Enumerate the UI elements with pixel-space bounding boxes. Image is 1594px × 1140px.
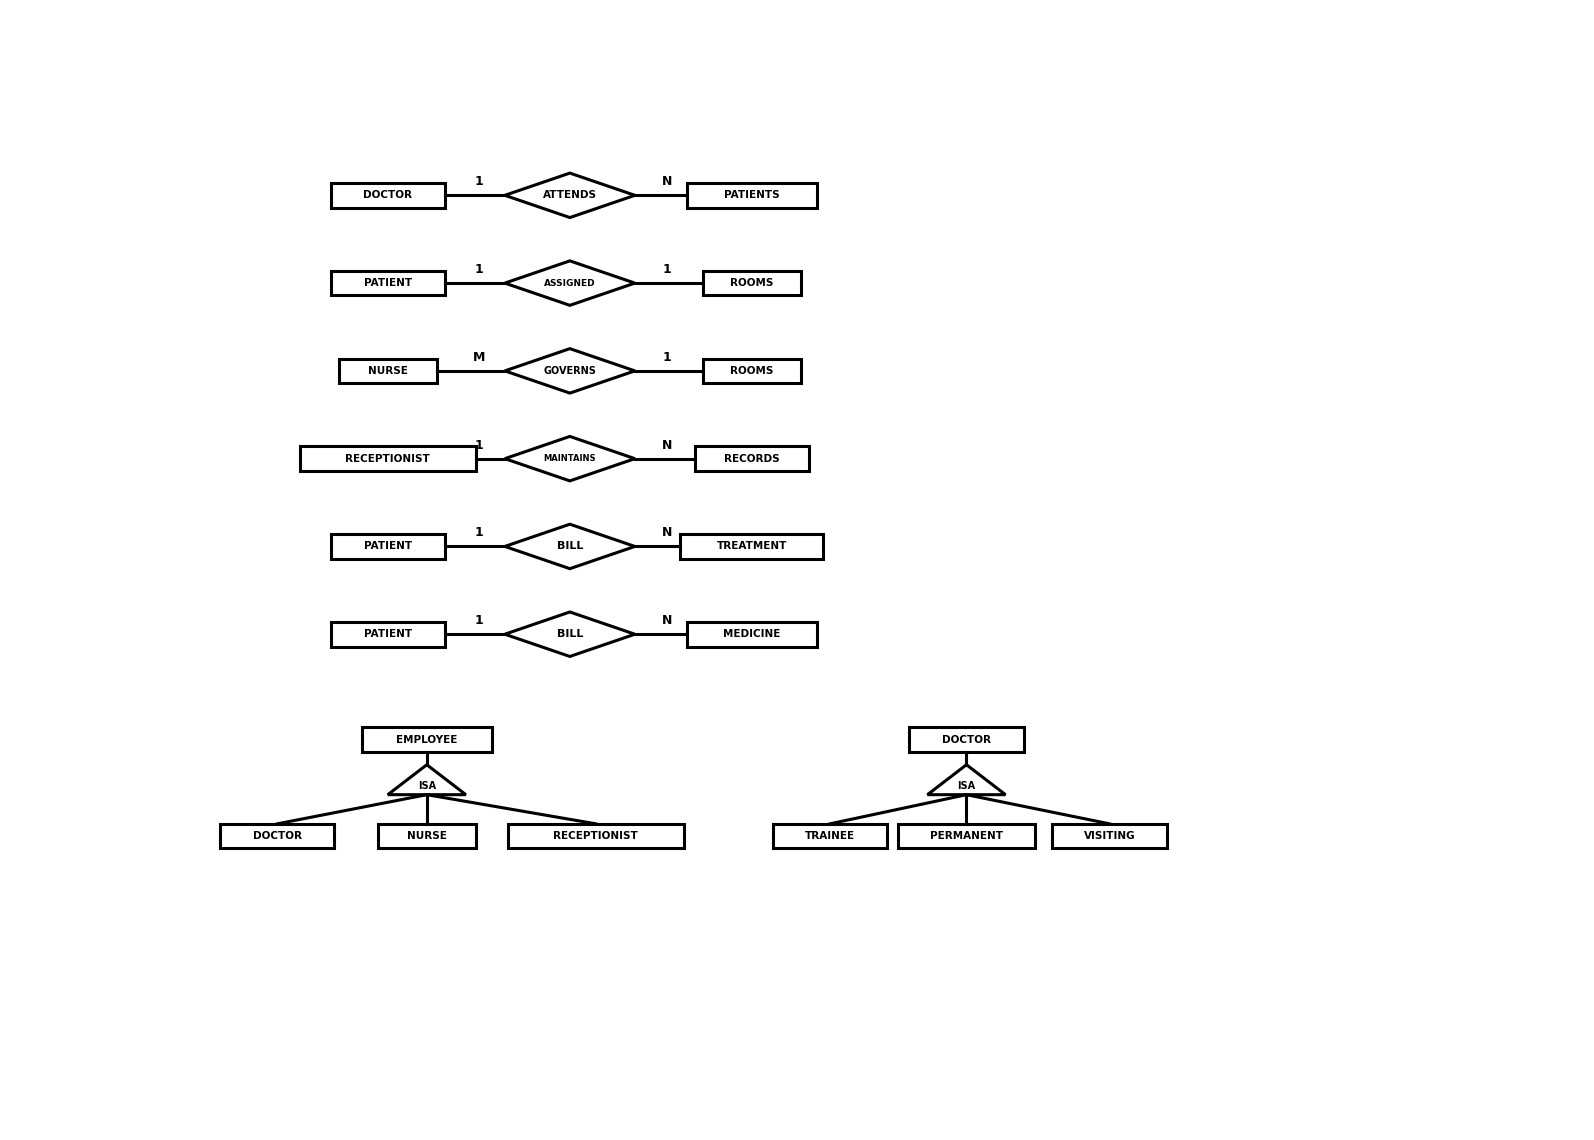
Text: NURSE: NURSE [406,831,446,841]
Text: NURSE: NURSE [368,366,408,376]
Text: GOVERNS: GOVERNS [544,366,596,376]
Text: 1: 1 [475,263,483,276]
Text: ASSIGNED: ASSIGNED [544,278,596,287]
Text: DOCTOR: DOCTOR [363,190,413,201]
Polygon shape [505,349,634,393]
Polygon shape [505,261,634,306]
Text: DOCTOR: DOCTOR [253,831,301,841]
Text: PATIENT: PATIENT [363,278,411,288]
Bar [508,824,684,848]
Bar [773,824,888,848]
Bar [695,447,810,471]
Bar [330,184,445,207]
Bar [681,535,824,559]
Text: TREATMENT: TREATMENT [717,542,787,552]
Text: N: N [662,439,673,451]
Text: ISA: ISA [418,781,435,791]
Text: PERMANENT: PERMANENT [929,831,1003,841]
Text: BILL: BILL [556,629,583,640]
Text: ROOMS: ROOMS [730,366,773,376]
Polygon shape [505,524,634,569]
Bar [378,824,475,848]
Bar [703,359,800,383]
Text: 1: 1 [475,176,483,188]
Text: TRAINEE: TRAINEE [805,831,854,841]
Polygon shape [928,765,1006,795]
Bar [1052,824,1167,848]
Text: PATIENT: PATIENT [363,629,411,640]
Bar [362,727,493,752]
Bar [330,622,445,646]
Text: VISITING: VISITING [1084,831,1135,841]
Text: RECORDS: RECORDS [724,454,779,464]
Text: 1: 1 [475,439,483,451]
Text: EMPLOYEE: EMPLOYEE [397,734,457,744]
Text: ROOMS: ROOMS [730,278,773,288]
Text: 1: 1 [475,527,483,539]
Bar [300,447,475,471]
Text: RECEPTIONIST: RECEPTIONIST [346,454,430,464]
Bar [897,824,1035,848]
Text: 1: 1 [475,614,483,627]
Text: 1: 1 [663,263,671,276]
Polygon shape [387,765,465,795]
Bar [330,535,445,559]
Bar [220,824,335,848]
Text: RECEPTIONIST: RECEPTIONIST [553,831,638,841]
Text: ISA: ISA [958,781,976,791]
Bar [687,622,816,646]
Text: N: N [662,176,673,188]
Polygon shape [505,437,634,481]
Bar [340,359,437,383]
Text: M: M [473,351,485,364]
Text: N: N [662,527,673,539]
Bar [909,727,1023,752]
Bar [330,271,445,295]
Bar [687,184,816,207]
Bar [703,271,800,295]
Text: 1: 1 [663,351,671,364]
Polygon shape [505,612,634,657]
Text: PATIENT: PATIENT [363,542,411,552]
Text: MAINTAINS: MAINTAINS [544,454,596,463]
Text: ATTENDS: ATTENDS [544,190,596,201]
Text: DOCTOR: DOCTOR [942,734,991,744]
Text: MEDICINE: MEDICINE [724,629,781,640]
Text: PATIENTS: PATIENTS [724,190,779,201]
Text: N: N [662,614,673,627]
Polygon shape [505,173,634,218]
Text: BILL: BILL [556,542,583,552]
